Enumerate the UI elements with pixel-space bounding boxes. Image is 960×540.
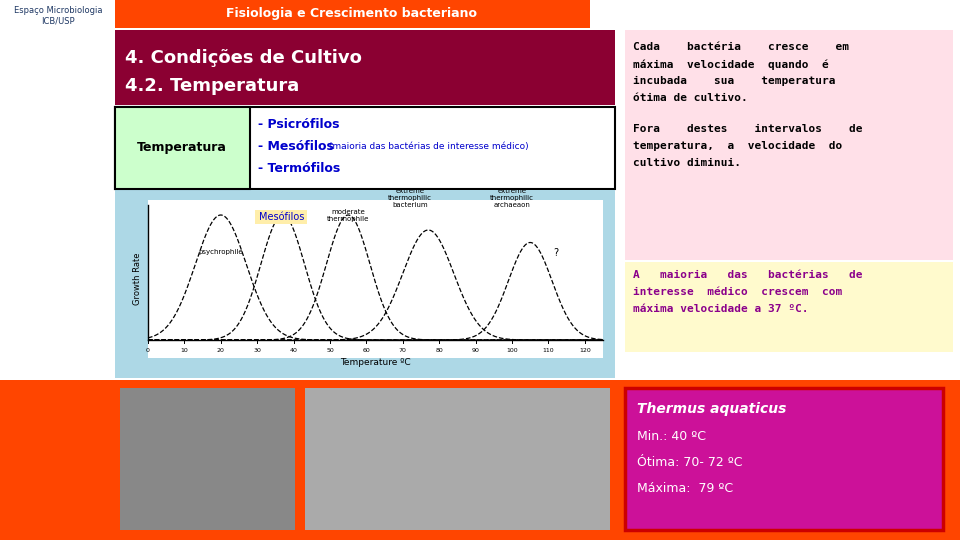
Text: 10: 10: [180, 348, 188, 353]
Text: extreme
thermophilic
bacterium: extreme thermophilic bacterium: [388, 188, 432, 208]
Bar: [625, 388, 943, 530]
Text: interesse  médico  crescem  com: interesse médico crescem com: [633, 287, 842, 297]
Text: - Termófilos: - Termófilos: [258, 163, 340, 176]
Text: 100: 100: [506, 348, 517, 353]
Text: máxima velocidade a 37 ºC.: máxima velocidade a 37 ºC.: [633, 304, 808, 314]
Bar: [148, 200, 603, 358]
Bar: [0, 380, 960, 540]
Text: 110: 110: [542, 348, 554, 353]
Text: 20: 20: [217, 348, 225, 353]
Text: Min.: 40 ºC: Min.: 40 ºC: [637, 430, 706, 443]
Text: 0: 0: [146, 348, 150, 353]
Text: Thermus aquaticus: Thermus aquaticus: [637, 402, 786, 416]
Text: Mesófilos: Mesófilos: [258, 212, 304, 222]
Bar: [120, 388, 295, 530]
Text: Growth Rate: Growth Rate: [133, 253, 142, 305]
Bar: [625, 30, 953, 260]
Text: Máxima:  79 ºC: Máxima: 79 ºC: [637, 482, 733, 495]
Text: (maioria das bactérias de interesse médico): (maioria das bactérias de interesse médi…: [326, 143, 529, 152]
Text: ótima de cultivo.: ótima de cultivo.: [633, 93, 748, 103]
Bar: [0, 0, 115, 32]
Text: Fisiologia e Crescimento bacteriano: Fisiologia e Crescimento bacteriano: [227, 8, 477, 21]
Text: Espaço Microbiologia
ICB/USP: Espaço Microbiologia ICB/USP: [13, 6, 103, 26]
Text: - Psicrófilos: - Psicrófilos: [258, 118, 340, 132]
Text: A   maioria   das   bactérias   de: A maioria das bactérias de: [633, 270, 862, 280]
Bar: [115, 107, 615, 189]
Bar: [625, 262, 953, 352]
Bar: [255, 210, 307, 224]
Text: cultivo diminui.: cultivo diminui.: [633, 158, 741, 168]
Text: 60: 60: [363, 348, 371, 353]
Bar: [115, 30, 615, 105]
Bar: [115, 107, 250, 189]
Text: incubada    sua    temperatura: incubada sua temperatura: [633, 76, 835, 86]
Text: 80: 80: [435, 348, 444, 353]
Text: moderate
thermophile: moderate thermophile: [327, 209, 370, 222]
Text: Cada    bactéria    cresce    em: Cada bactéria cresce em: [633, 42, 849, 52]
Bar: [305, 388, 610, 530]
Text: 40: 40: [290, 348, 298, 353]
Bar: [115, 0, 590, 28]
Text: 4.2. Temperatura: 4.2. Temperatura: [125, 77, 300, 95]
Text: Temperature ºC: Temperature ºC: [340, 358, 411, 367]
Text: psychrophile: psychrophile: [199, 249, 243, 255]
Text: 120: 120: [579, 348, 590, 353]
Text: Temperatura: Temperatura: [137, 141, 227, 154]
Text: temperatura,  a  velocidade  do: temperatura, a velocidade do: [633, 141, 842, 151]
Text: Fora    destes    intervalos    de: Fora destes intervalos de: [633, 124, 862, 134]
Text: ?: ?: [553, 247, 559, 258]
Text: máxima  velocidade  quando  é: máxima velocidade quando é: [633, 59, 828, 70]
Text: 70: 70: [398, 348, 407, 353]
Text: extreme
thermophilic
archaeaon: extreme thermophilic archaeaon: [490, 188, 534, 208]
Bar: [115, 190, 615, 378]
Text: 50: 50: [326, 348, 334, 353]
Text: - Mesófilos: - Mesófilos: [258, 140, 334, 153]
Text: 90: 90: [471, 348, 480, 353]
Text: 30: 30: [253, 348, 261, 353]
Text: 4. Condições de Cultivo: 4. Condições de Cultivo: [125, 49, 362, 67]
Text: Ótima: 70- 72 ºC: Ótima: 70- 72 ºC: [637, 456, 742, 469]
